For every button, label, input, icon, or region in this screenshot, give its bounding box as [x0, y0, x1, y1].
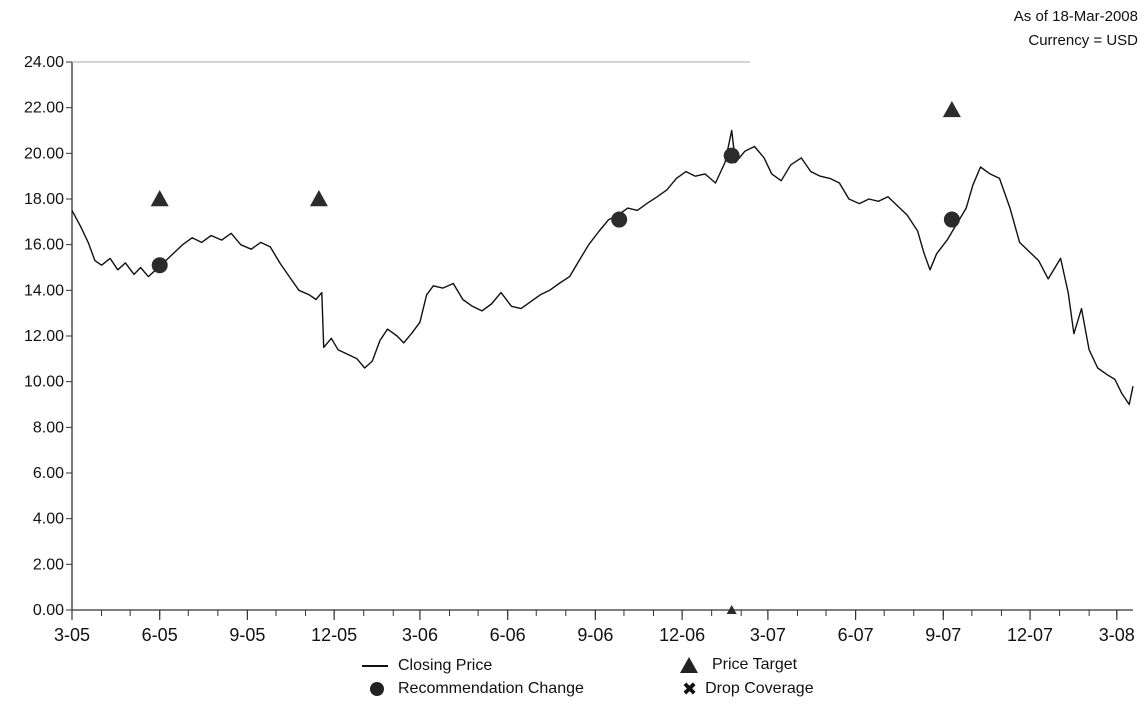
y-tick-label: 8.00	[33, 419, 64, 436]
x-tick-label: 12-06	[659, 625, 705, 645]
y-tick-label: 24.00	[24, 54, 64, 71]
legend-label-price-target: Price Target	[712, 656, 798, 673]
legend-item-price-target: Price Target	[680, 656, 797, 674]
y-tick-label: 16.00	[24, 237, 64, 254]
recommendation-change-marker	[723, 147, 740, 164]
price-target-marker	[942, 100, 961, 118]
legend-label-drop-coverage: Drop Coverage	[705, 680, 814, 697]
x-tick-label: 9-05	[229, 625, 265, 645]
y-tick-label: 12.00	[24, 328, 64, 345]
y-tick-label: 0.00	[33, 602, 64, 619]
x-tick-label: 6-06	[490, 625, 526, 645]
price-target-marker	[150, 190, 169, 207]
x-tick-label: 3-08	[1099, 625, 1135, 645]
y-tick-label: 6.00	[33, 465, 64, 482]
recommendation-change-marker	[611, 211, 628, 228]
legend-item-closing-price: Closing Price	[362, 657, 492, 675]
recommendation-change-marker	[943, 211, 960, 228]
legend-item-drop-coverage: ✖ Drop Coverage	[682, 680, 814, 698]
closing-price-line	[71, 129, 1134, 406]
x-tick-label: 3-07	[750, 625, 786, 645]
x-mark-icon: ✖	[682, 679, 698, 699]
x-tick-label: 6-07	[838, 625, 874, 645]
y-tick-label: 22.00	[24, 100, 64, 117]
x-tick-label: 3-06	[402, 625, 438, 645]
triangle-icon	[680, 657, 698, 673]
y-tick-label: 2.00	[33, 556, 64, 573]
circle-icon	[370, 682, 384, 696]
y-tick-label: 18.00	[24, 191, 64, 208]
legend-item-recommendation-change: Recommendation Change	[370, 680, 584, 698]
x-tick-label: 9-06	[577, 625, 613, 645]
recommendation-change-marker	[151, 257, 168, 274]
y-tick-label: 20.00	[24, 145, 64, 162]
x-tick-label: 12-07	[1007, 625, 1053, 645]
as-of-date: As of 18-Mar-2008	[1013, 8, 1138, 25]
x-tick-label: 3-05	[54, 625, 90, 645]
currency-label: Currency = USD	[1028, 32, 1138, 49]
line-swatch-icon	[362, 665, 388, 667]
legend-label-closing-price: Closing Price	[398, 657, 493, 674]
y-tick-label: 10.00	[24, 374, 64, 391]
x-tick-label: 9-07	[925, 625, 961, 645]
y-tick-label: 4.00	[33, 511, 64, 528]
x-tick-label: 12-05	[311, 625, 357, 645]
y-tick-label: 14.00	[24, 282, 64, 299]
legend-label-recommendation-change: Recommendation Change	[398, 680, 584, 697]
price-target-marker	[726, 605, 737, 614]
price-target-marker	[309, 190, 328, 207]
x-tick-label: 6-05	[142, 625, 178, 645]
